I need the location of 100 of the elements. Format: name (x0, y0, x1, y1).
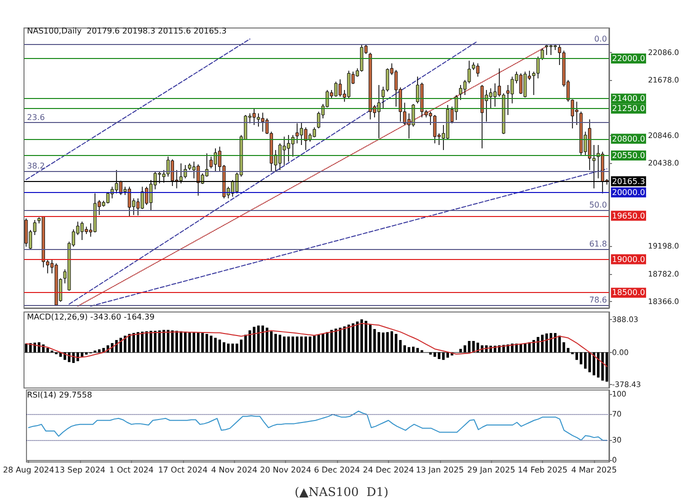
ref-line-label: 18500.0 (612, 288, 646, 298)
bar (313, 336, 316, 352)
bar (136, 332, 140, 352)
x-tick-label: 1 Oct 2024 (109, 466, 154, 474)
x-tick-label: 13 Sep 2024 (54, 466, 106, 474)
candlestick (256, 112, 260, 128)
candlestick (476, 62, 480, 78)
bar (575, 352, 578, 360)
bar (472, 340, 475, 352)
candlestick (282, 136, 286, 166)
bar (536, 336, 540, 352)
x-tick-label: 28 Aug 2024 (2, 466, 54, 474)
bar (386, 332, 389, 352)
bar (257, 326, 260, 352)
bar (554, 333, 557, 352)
bar (292, 336, 294, 352)
bar (588, 352, 591, 372)
bar (115, 340, 118, 352)
bar (210, 336, 212, 352)
bar (464, 345, 466, 352)
candlestick (210, 156, 213, 169)
bar (236, 344, 238, 352)
ref-line-label: 20000.0 (612, 188, 646, 197)
bar (326, 332, 329, 352)
annotation: 61.8 (589, 240, 607, 249)
bar (201, 332, 204, 352)
bar (145, 331, 148, 352)
bar (300, 336, 303, 352)
annotation: 50.0 (589, 200, 607, 210)
bar (287, 336, 290, 352)
bar (150, 330, 152, 352)
ref-line-label: 21400.0 (612, 94, 646, 104)
line-series (28, 410, 608, 441)
chart-title: NAS100,Daily 20179.6 20198.3 20115.6 20165.3 (27, 26, 227, 36)
bar (373, 329, 376, 352)
bar (266, 328, 268, 352)
ref-line-label: 20165.3 (612, 176, 646, 186)
x-tick-label: 4 Nov 2024 (211, 466, 258, 474)
candlestick (459, 84, 462, 100)
x-tick-label: 13 Jan 2025 (416, 466, 464, 474)
bar (231, 344, 234, 352)
bar (347, 324, 350, 352)
bar (596, 352, 600, 378)
bar (72, 352, 75, 363)
bar (128, 334, 131, 352)
annotation: 78.6 (589, 295, 607, 304)
bar (580, 352, 582, 364)
candlestick (347, 70, 350, 99)
bar (356, 322, 359, 352)
candlestick (304, 126, 308, 150)
x-tick-label: 6 Dec 2024 (314, 466, 360, 474)
ref-line-label: 19000.0 (612, 254, 646, 264)
bar (180, 331, 182, 352)
bar (412, 346, 415, 352)
bar (261, 326, 264, 352)
ref-line-label: 20800.0 (612, 134, 646, 144)
bar (601, 352, 604, 381)
bar (171, 330, 174, 352)
candlestick (184, 164, 187, 179)
bar (188, 332, 191, 352)
candlestick (377, 84, 380, 139)
bar (408, 347, 410, 352)
bar (317, 334, 320, 352)
candlestick (549, 44, 553, 56)
bar (545, 333, 548, 352)
bar (352, 323, 354, 352)
bar (592, 352, 596, 376)
bar (166, 330, 170, 352)
candlestick (493, 82, 497, 108)
candlestick (80, 221, 84, 240)
candlestick (296, 122, 299, 144)
chart-title: MACD(12,26,9) -343.60 -164.39 (27, 312, 155, 322)
bar (244, 334, 247, 352)
bar (252, 326, 256, 352)
bar (429, 352, 432, 355)
bar (584, 352, 587, 369)
candlestick (454, 94, 458, 120)
bar (308, 336, 312, 352)
bar (222, 342, 226, 352)
bar (416, 348, 419, 352)
x-tick-label: 20 Nov 2024 (260, 466, 312, 474)
annotation: 0.0 (594, 34, 607, 44)
bar (24, 344, 28, 352)
bar (330, 330, 333, 352)
candlestick (575, 101, 578, 126)
bar (214, 338, 217, 352)
bar (98, 349, 101, 352)
bar (532, 340, 536, 352)
annotation: 23.6 (27, 112, 45, 122)
bar (218, 340, 222, 352)
bar (394, 334, 398, 352)
bar (390, 331, 394, 352)
candlestick (540, 48, 544, 60)
candlestick (300, 122, 304, 146)
bar (296, 336, 298, 352)
bar (528, 342, 531, 352)
text: (▲NAS100 D1) (294, 485, 388, 499)
ref-line-label: 19650.0 (612, 211, 646, 220)
candlestick (545, 44, 548, 56)
bar (38, 342, 40, 352)
